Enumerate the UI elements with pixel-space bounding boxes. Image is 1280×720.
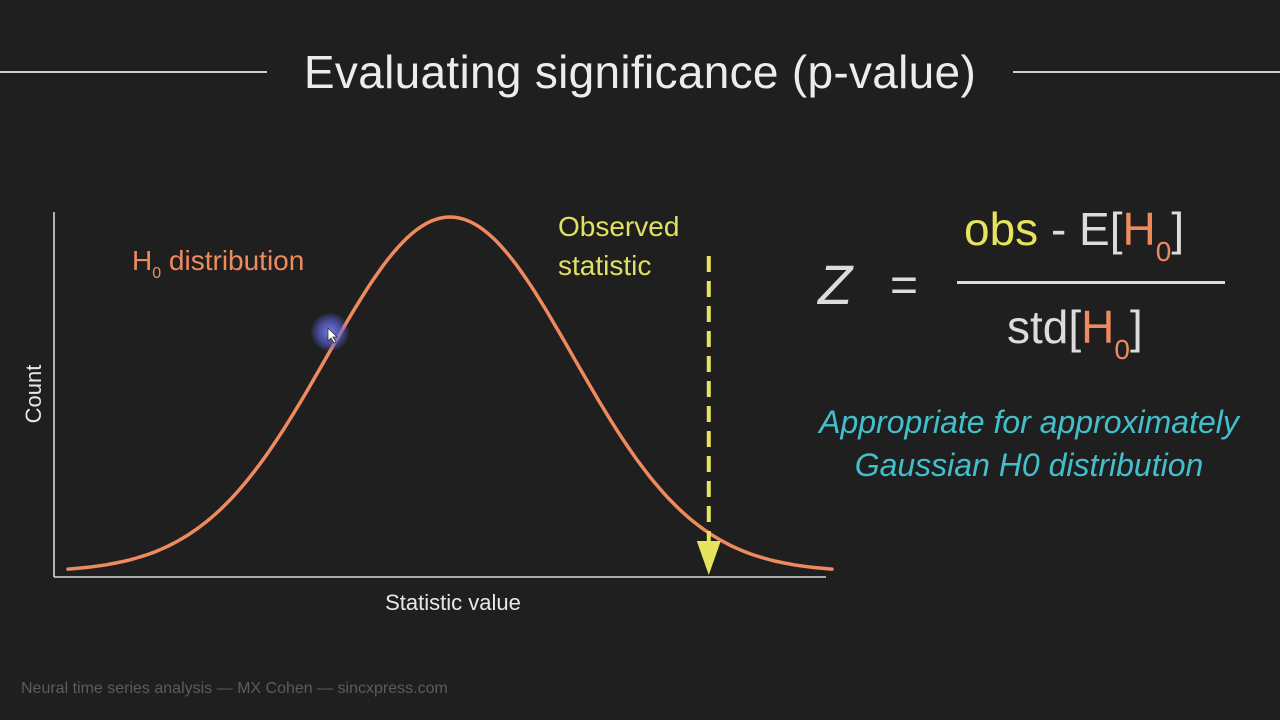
h0-label-h: H	[132, 245, 153, 276]
formula-z: Z	[818, 253, 853, 316]
numerator-h: H	[1122, 203, 1156, 255]
formula-denominator: std[H0]	[1007, 300, 1143, 366]
y-axis-label: Count	[21, 364, 46, 424]
title-rule-right	[1013, 71, 1280, 73]
mouse-pointer-icon	[327, 327, 338, 344]
denominator-subscript: 0	[1114, 334, 1130, 365]
observed-statistic-arrowhead	[696, 541, 721, 575]
numerator-close: ]	[1171, 203, 1185, 255]
h0-label-subscript: 0	[152, 265, 162, 282]
numerator-subscript: 0	[1155, 236, 1172, 267]
title-rule-left	[0, 71, 267, 73]
observed-statistic-label: Observed statistic	[558, 211, 680, 281]
fraction-bar	[957, 281, 1225, 284]
denominator-close: ]	[1129, 301, 1143, 353]
denominator-h: H	[1081, 301, 1115, 353]
formula-numerator: obs - E[H0]	[964, 202, 1184, 268]
gaussian-note: Appropriate for approximately Gaussian H…	[819, 404, 1239, 483]
h0-distribution-label: H0 distribution	[132, 245, 304, 283]
h0-distribution-curve	[66, 215, 834, 571]
h0-label-text: distribution	[161, 245, 305, 276]
numerator-obs: obs	[964, 203, 1039, 255]
denominator-std: std[	[1007, 301, 1082, 353]
numerator-minus: - E[	[1038, 203, 1123, 255]
x-axis-label: Statistic value	[385, 590, 521, 615]
formula-equals: =	[890, 259, 919, 312]
slide-footer: Neural time series analysis — MX Cohen —…	[21, 680, 448, 697]
slide-title: Evaluating significance (p-value)	[303, 46, 977, 98]
